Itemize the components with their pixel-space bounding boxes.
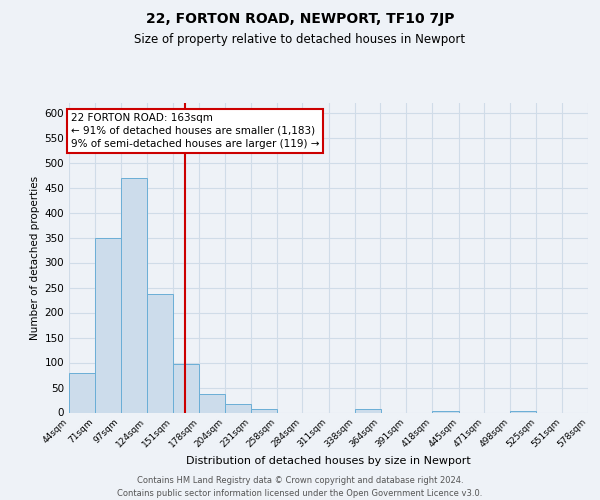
Bar xyxy=(95,238,121,412)
Bar xyxy=(199,394,226,412)
Bar xyxy=(433,410,459,412)
Text: 22 FORTON ROAD: 163sqm
← 91% of detached houses are smaller (1,183)
9% of semi-d: 22 FORTON ROAD: 163sqm ← 91% of detached… xyxy=(71,112,319,149)
Text: Contains public sector information licensed under the Open Government Licence v3: Contains public sector information licen… xyxy=(118,489,482,498)
Text: Size of property relative to detached houses in Newport: Size of property relative to detached ho… xyxy=(134,32,466,46)
Bar xyxy=(355,409,381,412)
Text: 22, FORTON ROAD, NEWPORT, TF10 7JP: 22, FORTON ROAD, NEWPORT, TF10 7JP xyxy=(146,12,454,26)
Bar xyxy=(121,178,147,412)
Y-axis label: Number of detached properties: Number of detached properties xyxy=(30,176,40,340)
Text: Contains HM Land Registry data © Crown copyright and database right 2024.: Contains HM Land Registry data © Crown c… xyxy=(137,476,463,485)
Bar xyxy=(69,372,95,412)
Bar xyxy=(173,364,199,412)
Bar xyxy=(147,294,173,412)
Bar xyxy=(224,404,251,412)
Bar xyxy=(510,410,536,412)
X-axis label: Distribution of detached houses by size in Newport: Distribution of detached houses by size … xyxy=(186,456,471,466)
Bar xyxy=(251,409,277,412)
